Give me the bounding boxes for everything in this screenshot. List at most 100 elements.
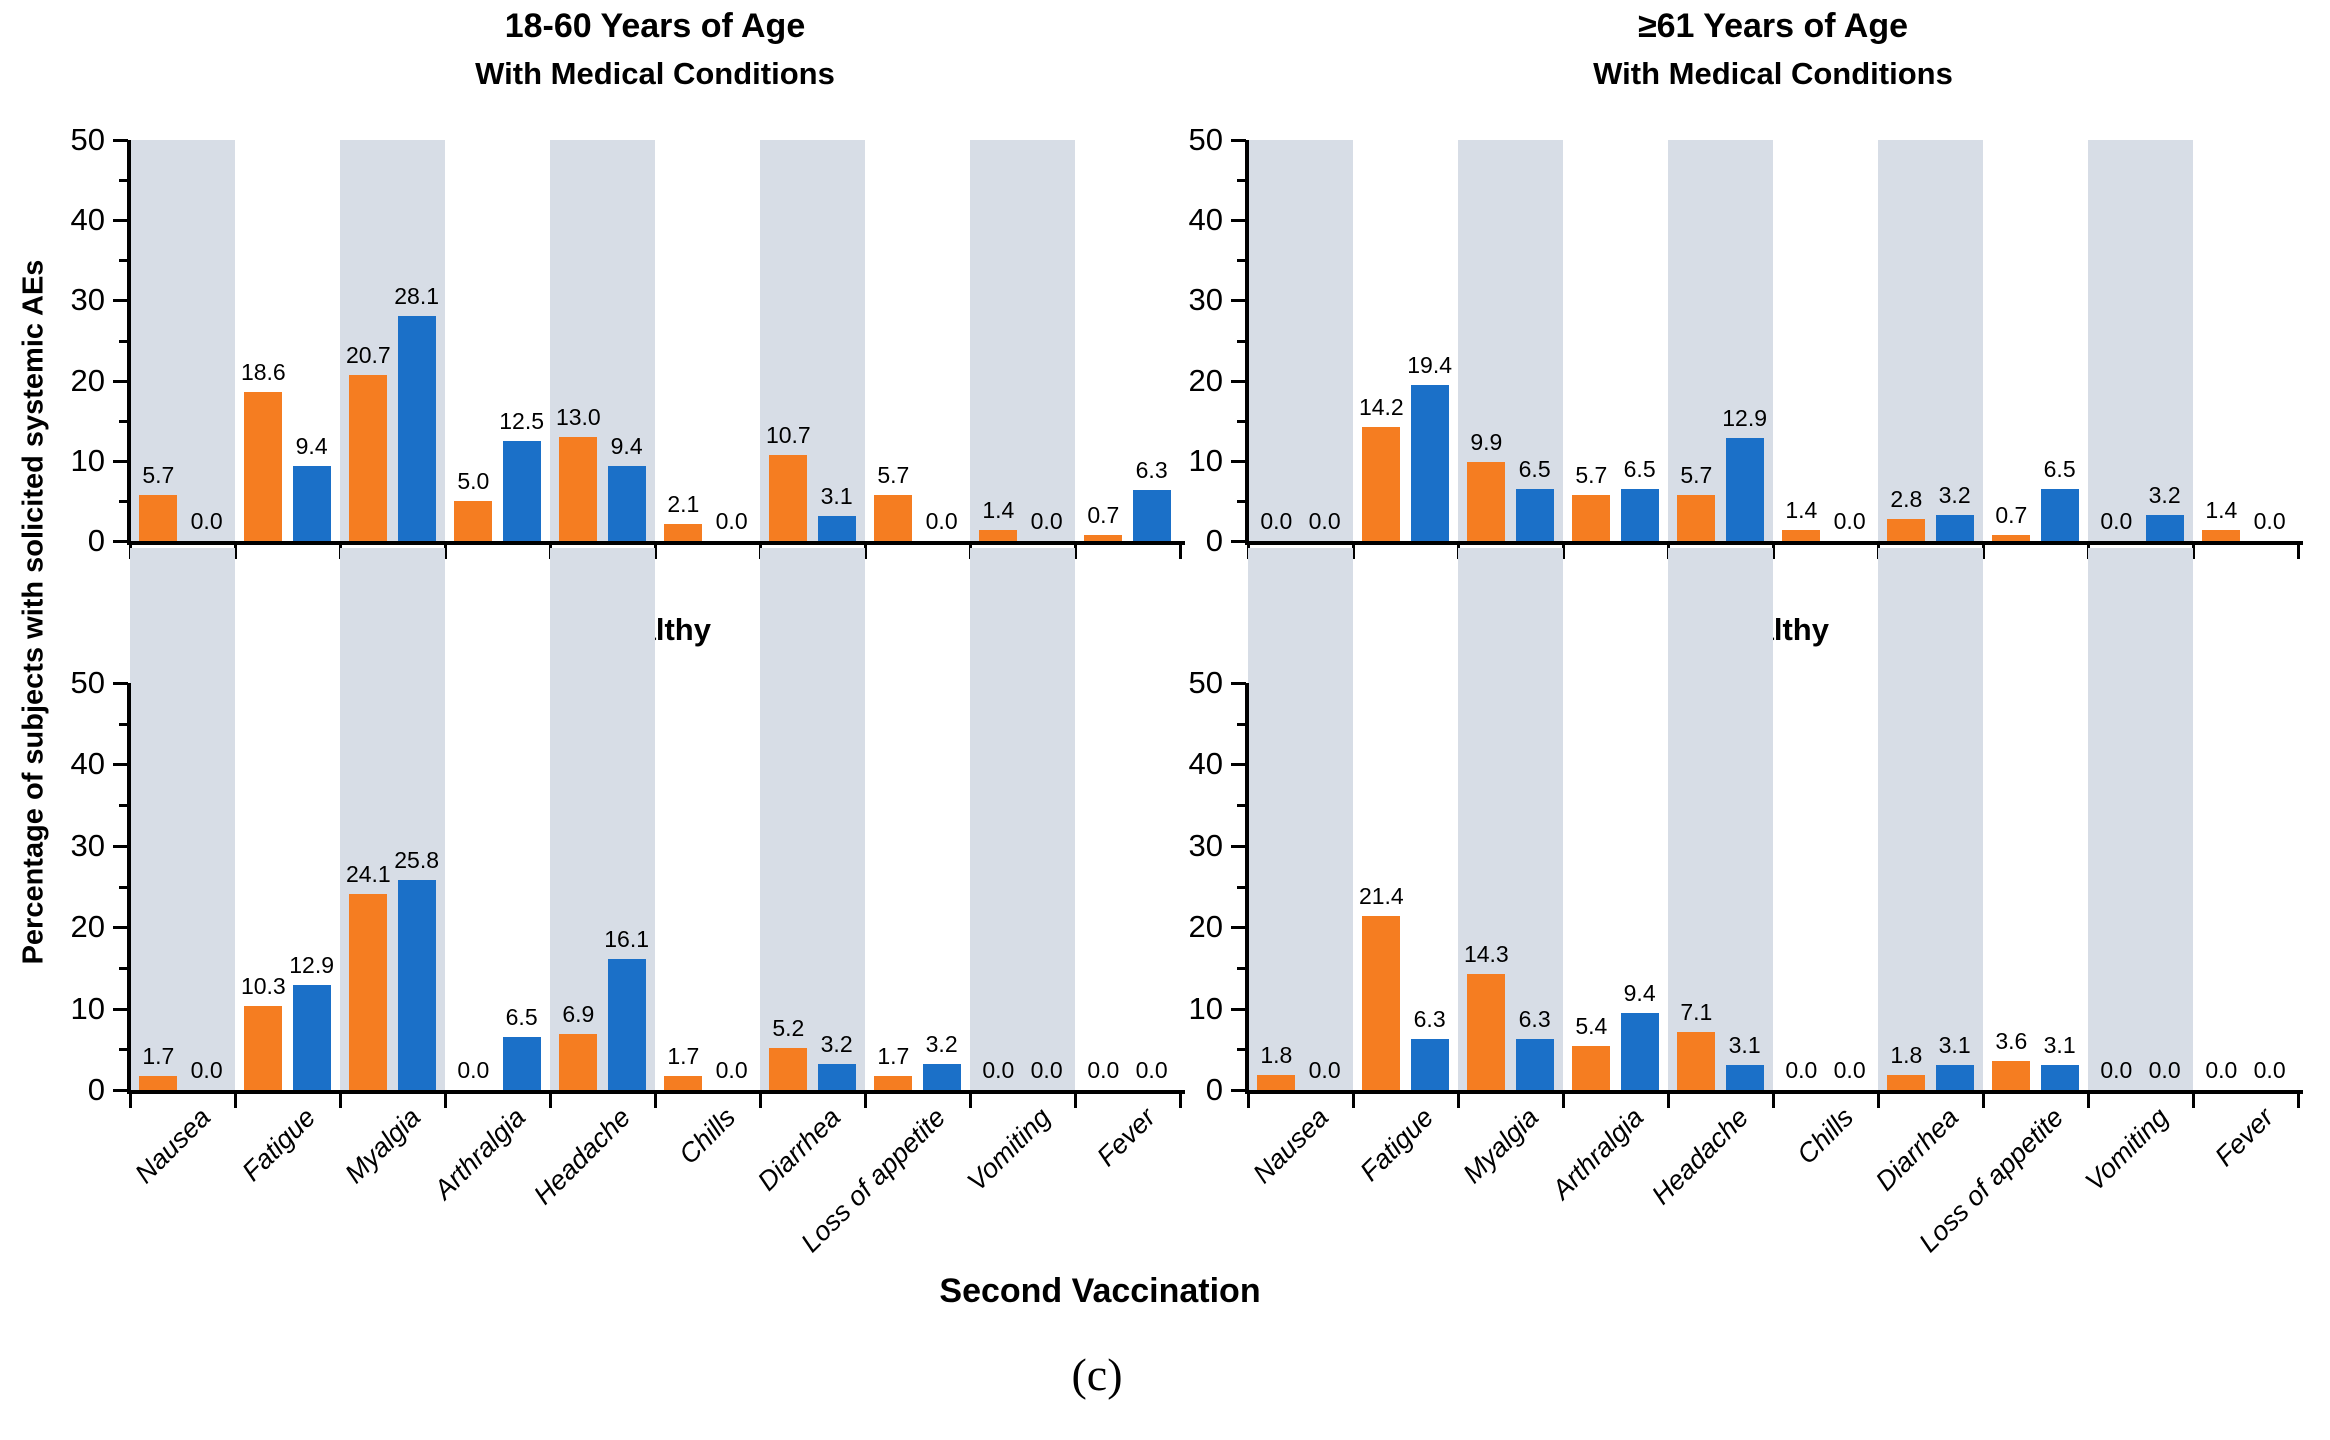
y-minor-tick	[1237, 804, 1246, 808]
bar-value-label: 3.1	[1728, 1031, 1761, 1058]
x-tick	[969, 1094, 972, 1108]
bar-value-label: 3.1	[2043, 1031, 2076, 1058]
y-major-tick	[113, 926, 128, 930]
x-tick	[1772, 545, 1775, 559]
bar-blue-series	[397, 315, 436, 541]
y-tick-label: 30	[1188, 282, 1223, 318]
x-tick	[2297, 545, 2300, 559]
y-tick-label: 40	[70, 746, 105, 782]
bar-value-label: 0.0	[1135, 1057, 1168, 1083]
bar-value-label: 6.3	[1135, 457, 1168, 484]
y-axis-line	[1245, 683, 1249, 1092]
bar-value-label: 0.0	[1308, 508, 1341, 534]
y-tick-label: 40	[70, 202, 105, 238]
bar-value-label: 24.1	[345, 860, 391, 887]
x-tick	[2087, 1094, 2090, 1108]
bar-value-label: 0.0	[1087, 1057, 1120, 1083]
bar-value-label: 13.0	[555, 403, 601, 430]
panel-title-line1: ≥61 Years of Age	[1637, 7, 1909, 45]
bar-orange-series	[1677, 1032, 1716, 1090]
x-tick	[1667, 1094, 1670, 1108]
bar-value-label: 12.5	[499, 407, 545, 434]
bar-blue-series	[607, 465, 646, 541]
bar-value-label: 12.9	[289, 951, 335, 978]
x-tick	[444, 545, 447, 559]
y-minor-tick	[1237, 885, 1246, 889]
bar-value-label: 3.1	[820, 483, 853, 510]
bar-value-label: 0.0	[2100, 508, 2133, 534]
y-major-tick	[113, 763, 128, 767]
x-tick	[129, 1094, 132, 1108]
y-minor-tick	[1237, 259, 1246, 263]
y-tick-label: 50	[70, 665, 105, 700]
bar-orange-series	[1467, 973, 1506, 1090]
x-axis-title: Second Vaccination	[939, 1272, 1261, 1310]
bar-value-label: 3.1	[1938, 1031, 1971, 1058]
bar-value-label: 2.8	[1890, 485, 1923, 512]
bar-value-label: 28.1	[394, 282, 440, 309]
bar-orange-series	[559, 436, 598, 541]
bar-blue-series	[292, 984, 331, 1090]
y-major-tick	[1231, 299, 1246, 303]
x-tick	[1982, 545, 1985, 559]
y-major-tick	[113, 459, 128, 463]
y-tick-label: 30	[70, 282, 105, 318]
y-minor-tick	[119, 339, 128, 343]
panel-title-line1: 18-60 Years of Age	[504, 7, 806, 45]
alt-category-band	[1248, 140, 1353, 541]
bar-blue-series	[397, 879, 436, 1090]
bar-orange-series	[664, 1076, 703, 1090]
panel-title-18-60: 18-60 Years of Age With Medical Conditio…	[130, 6, 1180, 92]
bar-value-label: 3.2	[2148, 482, 2181, 509]
bar-value-label: 9.4	[610, 432, 643, 459]
bar-orange-series	[349, 374, 388, 541]
alt-category-band	[130, 548, 235, 1090]
y-tick-label: 20	[70, 362, 105, 398]
y-tick-label: 10	[1188, 990, 1223, 1026]
bar-value-label: 6.5	[1518, 455, 1551, 482]
y-major-tick	[1231, 844, 1246, 848]
bar-orange-series	[769, 455, 808, 541]
y-minor-tick	[119, 1048, 128, 1052]
bar-value-label: 3.2	[925, 1030, 958, 1057]
bar-value-label: 0.0	[2148, 1057, 2181, 1083]
bar-value-label: 6.9	[562, 1000, 595, 1027]
y-tick-label: 10	[70, 990, 105, 1026]
bar-value-label: 0.7	[1995, 502, 2028, 529]
x-tick	[1074, 545, 1077, 559]
y-major-tick	[1231, 219, 1246, 223]
bar-value-label: 16.1	[604, 925, 650, 952]
bar-blue-series	[2145, 515, 2184, 541]
bar-value-label: 6.5	[505, 1004, 538, 1031]
bar-value-label: 5.4	[1575, 1013, 1608, 1040]
bar-blue-series	[2040, 488, 2079, 541]
panel-subtitle-line2: With Medical Conditions	[1593, 56, 1953, 91]
bar-value-label: 2.1	[667, 491, 700, 518]
bar-value-label: 0.0	[2100, 1057, 2133, 1083]
y-major-tick	[1231, 459, 1246, 463]
bar-value-label: 9.4	[1623, 980, 1656, 1007]
figure-caption: (c)	[1071, 1349, 1123, 1400]
bar-value-label: 0.0	[1030, 1057, 1063, 1083]
y-minor-tick	[119, 419, 128, 423]
y-major-tick	[1231, 139, 1246, 142]
y-tick-label: 0	[1205, 523, 1223, 558]
y-major-tick	[1231, 1089, 1246, 1092]
x-tick	[339, 1094, 342, 1108]
y-tick-label: 50	[70, 122, 105, 157]
bar-value-label: 5.7	[877, 462, 910, 489]
alt-category-band	[970, 548, 1075, 1090]
y-major-tick	[1231, 682, 1246, 685]
bar-orange-series	[1467, 461, 1506, 541]
bar-value-label: 1.8	[1260, 1042, 1293, 1069]
bar-orange-series	[1887, 1075, 1926, 1090]
bar-value-label: 18.6	[240, 358, 286, 385]
alt-category-band	[1878, 140, 1983, 541]
bar-blue-series	[922, 1063, 961, 1090]
x-tick	[1074, 1094, 1077, 1108]
bar-value-label: 5.0	[457, 467, 490, 494]
bar-blue-series	[1725, 437, 1764, 541]
y-tick-label: 30	[1188, 827, 1223, 863]
